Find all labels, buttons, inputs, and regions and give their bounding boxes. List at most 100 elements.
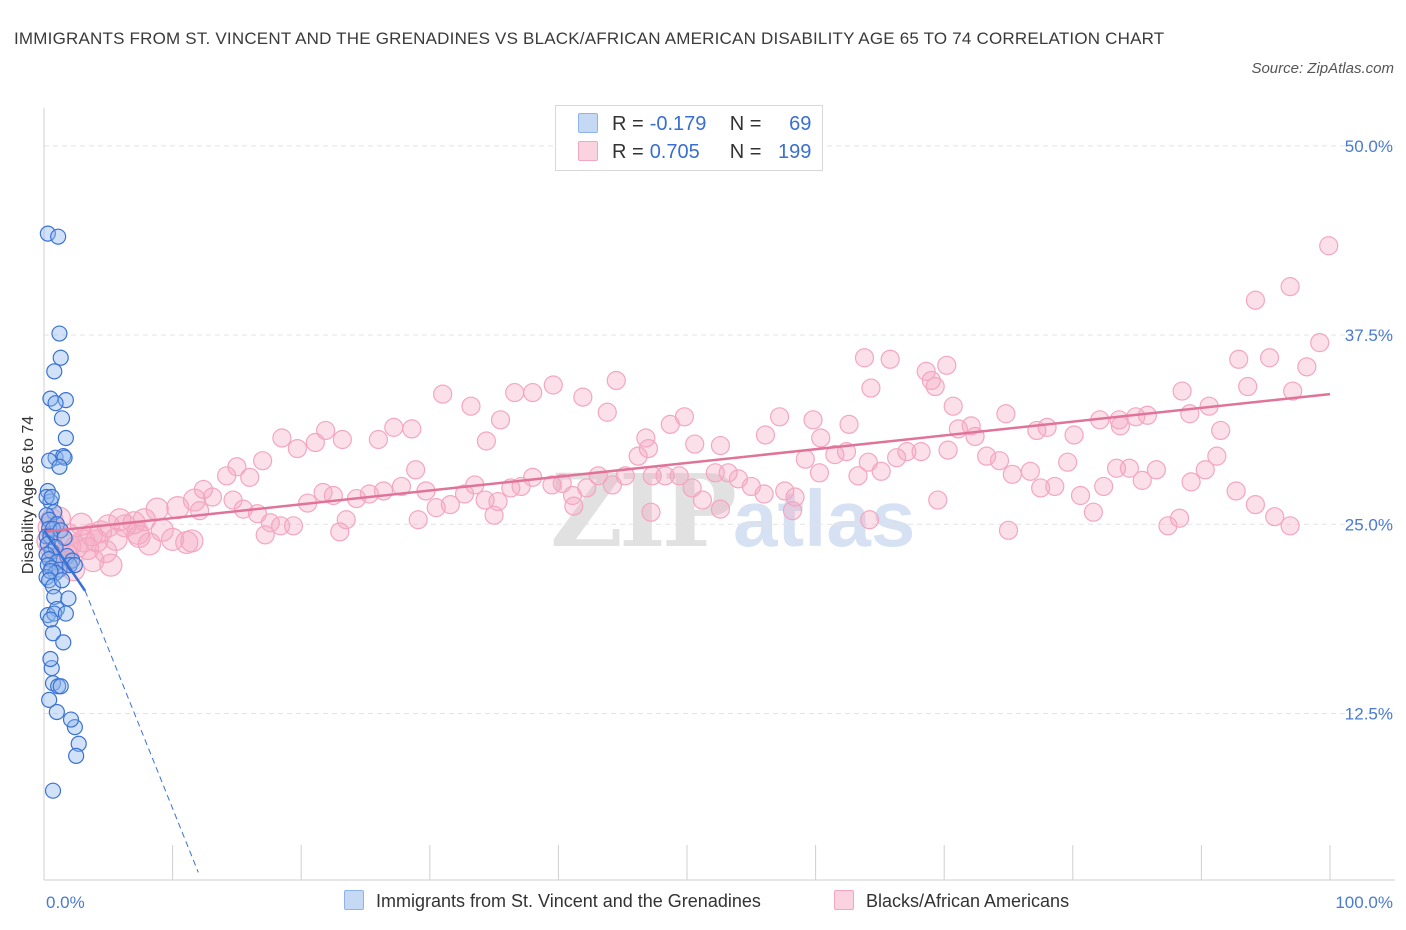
legend-n-value: 69 xyxy=(789,113,812,135)
point-blacks xyxy=(660,414,680,434)
series-blacks-points xyxy=(36,236,1339,582)
point-blacks xyxy=(811,428,831,448)
point-blacks xyxy=(848,466,868,486)
legend-r-label: R = xyxy=(612,113,644,135)
point-immigrants xyxy=(47,395,64,412)
point-blacks xyxy=(606,370,626,391)
point-immigrants xyxy=(52,349,69,366)
point-blacks xyxy=(1207,446,1227,466)
bottom-legend-swatch-blue xyxy=(344,890,364,910)
point-blacks xyxy=(1238,376,1258,397)
bottom-legend-swatch-pink xyxy=(834,890,854,910)
point-blacks xyxy=(861,378,881,398)
point-blacks xyxy=(253,451,273,471)
point-blacks xyxy=(685,434,705,454)
point-blacks xyxy=(928,490,948,510)
point-blacks xyxy=(461,396,481,416)
point-blacks xyxy=(989,451,1010,471)
point-blacks xyxy=(1245,290,1266,310)
point-blacks xyxy=(217,466,237,486)
point-blacks xyxy=(943,396,963,416)
point-blacks xyxy=(127,524,151,548)
point-blacks xyxy=(887,448,907,468)
trend-line-immigrants xyxy=(42,529,87,592)
point-blacks xyxy=(202,487,223,507)
point-blacks xyxy=(577,478,597,498)
y-tick-label: 25.0% xyxy=(1345,515,1393,534)
point-immigrants xyxy=(57,392,74,409)
correlation-legend: R = -0.179 N = 69 R = 0.705 N = 199 xyxy=(555,105,823,171)
point-blacks xyxy=(484,505,504,525)
point-blacks xyxy=(965,426,985,447)
point-blacks xyxy=(1310,333,1330,353)
point-immigrants xyxy=(62,711,80,728)
point-immigrants xyxy=(51,458,68,475)
point-blacks xyxy=(1020,461,1040,481)
point-blacks xyxy=(897,442,917,462)
trend-line-immigrants-extension xyxy=(84,590,199,873)
y-tick-label: 12.5% xyxy=(1345,704,1393,723)
chart-title: IMMIGRANTS FROM ST. VINCENT AND THE GREN… xyxy=(14,29,1165,48)
point-immigrants xyxy=(66,557,83,574)
point-blacks xyxy=(490,410,511,430)
point-blacks xyxy=(996,404,1016,424)
point-blacks xyxy=(718,463,738,483)
legend-row-immigrants: R = -0.179 N = 69 xyxy=(578,113,811,137)
point-blacks xyxy=(161,527,185,552)
gridlines xyxy=(44,145,1395,714)
point-blacks xyxy=(597,402,617,422)
point-blacks xyxy=(104,527,128,552)
point-immigrants xyxy=(46,363,63,380)
point-blacks xyxy=(426,498,446,518)
point-blacks xyxy=(391,476,412,497)
y-axis-label: Disability Age 65 to 74 xyxy=(20,416,37,574)
trend-lines xyxy=(42,392,1331,873)
y-tick-label: 50.0% xyxy=(1345,137,1393,156)
point-blacks xyxy=(272,428,292,448)
point-immigrants xyxy=(51,325,68,342)
point-immigrants xyxy=(39,606,56,624)
legend-n-label: N = xyxy=(729,141,762,163)
point-blacks xyxy=(1259,348,1280,368)
point-blacks xyxy=(825,445,845,465)
point-immigrants xyxy=(60,590,77,607)
point-blacks xyxy=(523,382,543,403)
point-blacks xyxy=(615,466,635,486)
point-blacks xyxy=(782,501,803,521)
point-blacks xyxy=(336,510,356,530)
point-blacks xyxy=(803,410,823,430)
point-blacks xyxy=(1319,236,1339,256)
point-blacks xyxy=(937,355,957,375)
point-blacks xyxy=(1132,470,1152,490)
x-tick-label: 0.0% xyxy=(46,893,85,912)
tick-labels: 12.5% 25.0% 37.5% 50.0% 0.0% 100.0% xyxy=(46,137,1393,912)
point-blacks xyxy=(440,494,460,515)
point-blacks xyxy=(384,417,404,437)
point-blacks xyxy=(1094,476,1114,497)
point-blacks xyxy=(1031,478,1051,498)
point-blacks xyxy=(1283,381,1303,401)
point-blacks xyxy=(1280,516,1300,536)
point-blacks xyxy=(1226,481,1246,501)
point-immigrants xyxy=(48,703,65,721)
point-immigrants xyxy=(44,625,62,642)
chart-source: Source: ZipAtlas.com xyxy=(1251,60,1394,77)
point-blacks xyxy=(1229,349,1249,369)
point-immigrants xyxy=(56,449,73,466)
point-immigrants xyxy=(68,747,85,764)
point-blacks xyxy=(1181,472,1201,492)
trend-line-blacks xyxy=(43,392,1331,534)
legend-r-label: R = xyxy=(612,141,644,163)
point-blacks xyxy=(180,529,204,553)
point-blacks xyxy=(1083,502,1103,522)
legend-swatch-blue xyxy=(578,113,598,133)
legend-n-value: 199 xyxy=(778,141,812,163)
point-blacks xyxy=(433,384,453,404)
point-blacks xyxy=(166,496,190,520)
point-blacks xyxy=(1195,460,1215,480)
point-blacks xyxy=(305,432,325,453)
point-immigrants xyxy=(42,650,59,668)
point-immigrants xyxy=(44,782,62,799)
point-blacks xyxy=(1297,357,1317,377)
point-blacks xyxy=(754,484,774,504)
